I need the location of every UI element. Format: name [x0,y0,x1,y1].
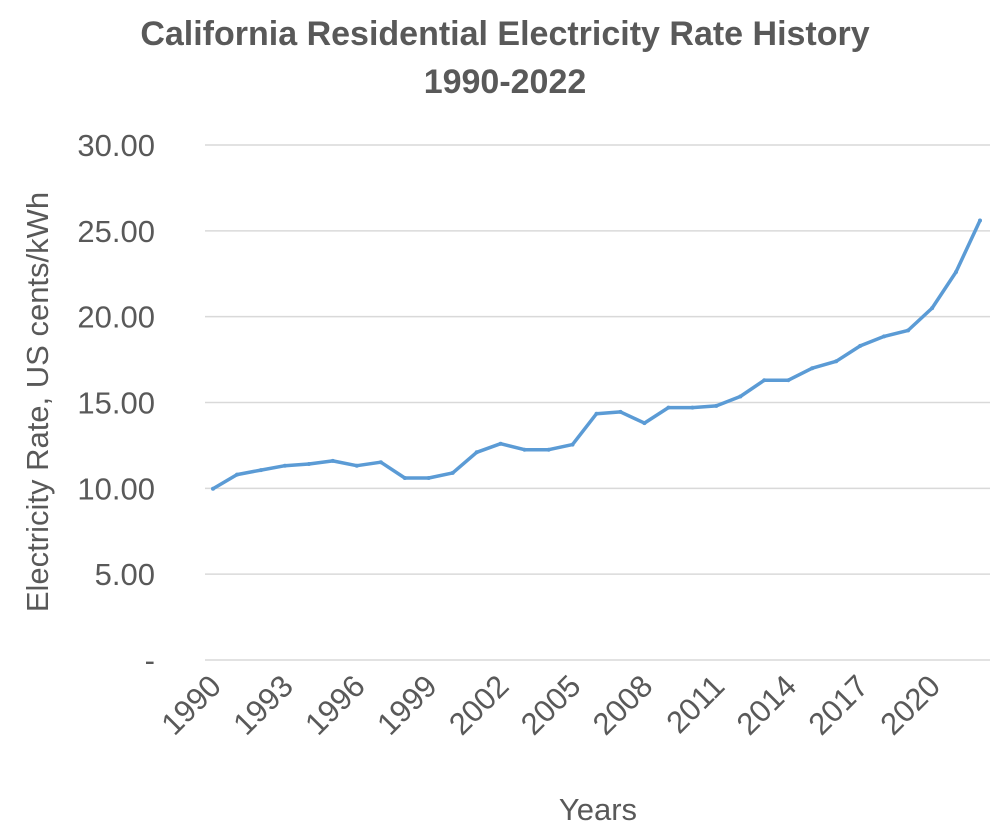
y-tick-label: 20.00 [77,300,155,335]
data-point [402,476,407,480]
series-line [211,218,982,491]
data-point [570,442,575,447]
data-point [235,472,239,477]
data-point [474,450,479,455]
data-point [738,394,743,399]
data-point [546,447,551,452]
data-point [594,411,599,416]
data-point [690,405,695,410]
data-point [834,359,839,364]
chart-subtitle: 1990-2022 [424,63,587,101]
data-point [642,421,647,426]
x-tick-label: 1999 [370,668,444,742]
data-point [258,468,263,473]
x-tick-label: 2017 [802,668,876,742]
x-tick-label: 1996 [298,668,372,742]
y-tick-label: 15.00 [77,386,155,421]
data-point [858,343,863,348]
data-point [522,447,527,452]
x-tick-label: 2011 [659,668,731,740]
data-point [714,403,719,408]
data-point [378,460,383,465]
data-point [906,328,911,333]
data-point [978,218,982,223]
y-tick-label: 10.00 [77,471,155,506]
data-point [306,462,311,466]
data-point [786,378,791,383]
data-point [354,463,359,468]
x-tick-label: 1993 [226,668,300,742]
y-tick-label: 25.00 [77,214,155,249]
chart-title: California Residential Electricity Rate … [140,15,869,53]
data-point [498,441,503,446]
y-tick-label: - [145,643,155,678]
data-point [954,270,958,274]
data-point [282,463,287,468]
x-tick-label: 1990 [154,668,228,742]
data-points [211,218,982,491]
x-tick-label: 2020 [873,668,947,742]
x-tick-label: 2008 [586,668,660,742]
data-point [882,334,887,339]
x-axis-label: Years [559,792,637,827]
data-point [762,378,767,383]
x-tick-label: 2002 [442,668,516,742]
gridlines [205,144,990,661]
x-tick-label: 2005 [514,668,588,742]
x-tick-label: 2014 [730,668,804,742]
data-point [450,470,455,475]
data-point [211,486,215,491]
y-tick-label: 5.00 [95,557,155,592]
data-point [666,405,671,410]
y-axis-ticks: - 5.00 10.00 15.00 20.00 25.00 30.00 [77,128,155,678]
data-point [810,366,815,371]
y-axis-label: Electricity Rate, US cents/kWh [20,192,55,612]
y-tick-label: 30.00 [77,128,155,163]
data-point [930,306,935,311]
data-point [426,476,431,480]
data-point [618,409,623,414]
data-point [330,458,335,463]
